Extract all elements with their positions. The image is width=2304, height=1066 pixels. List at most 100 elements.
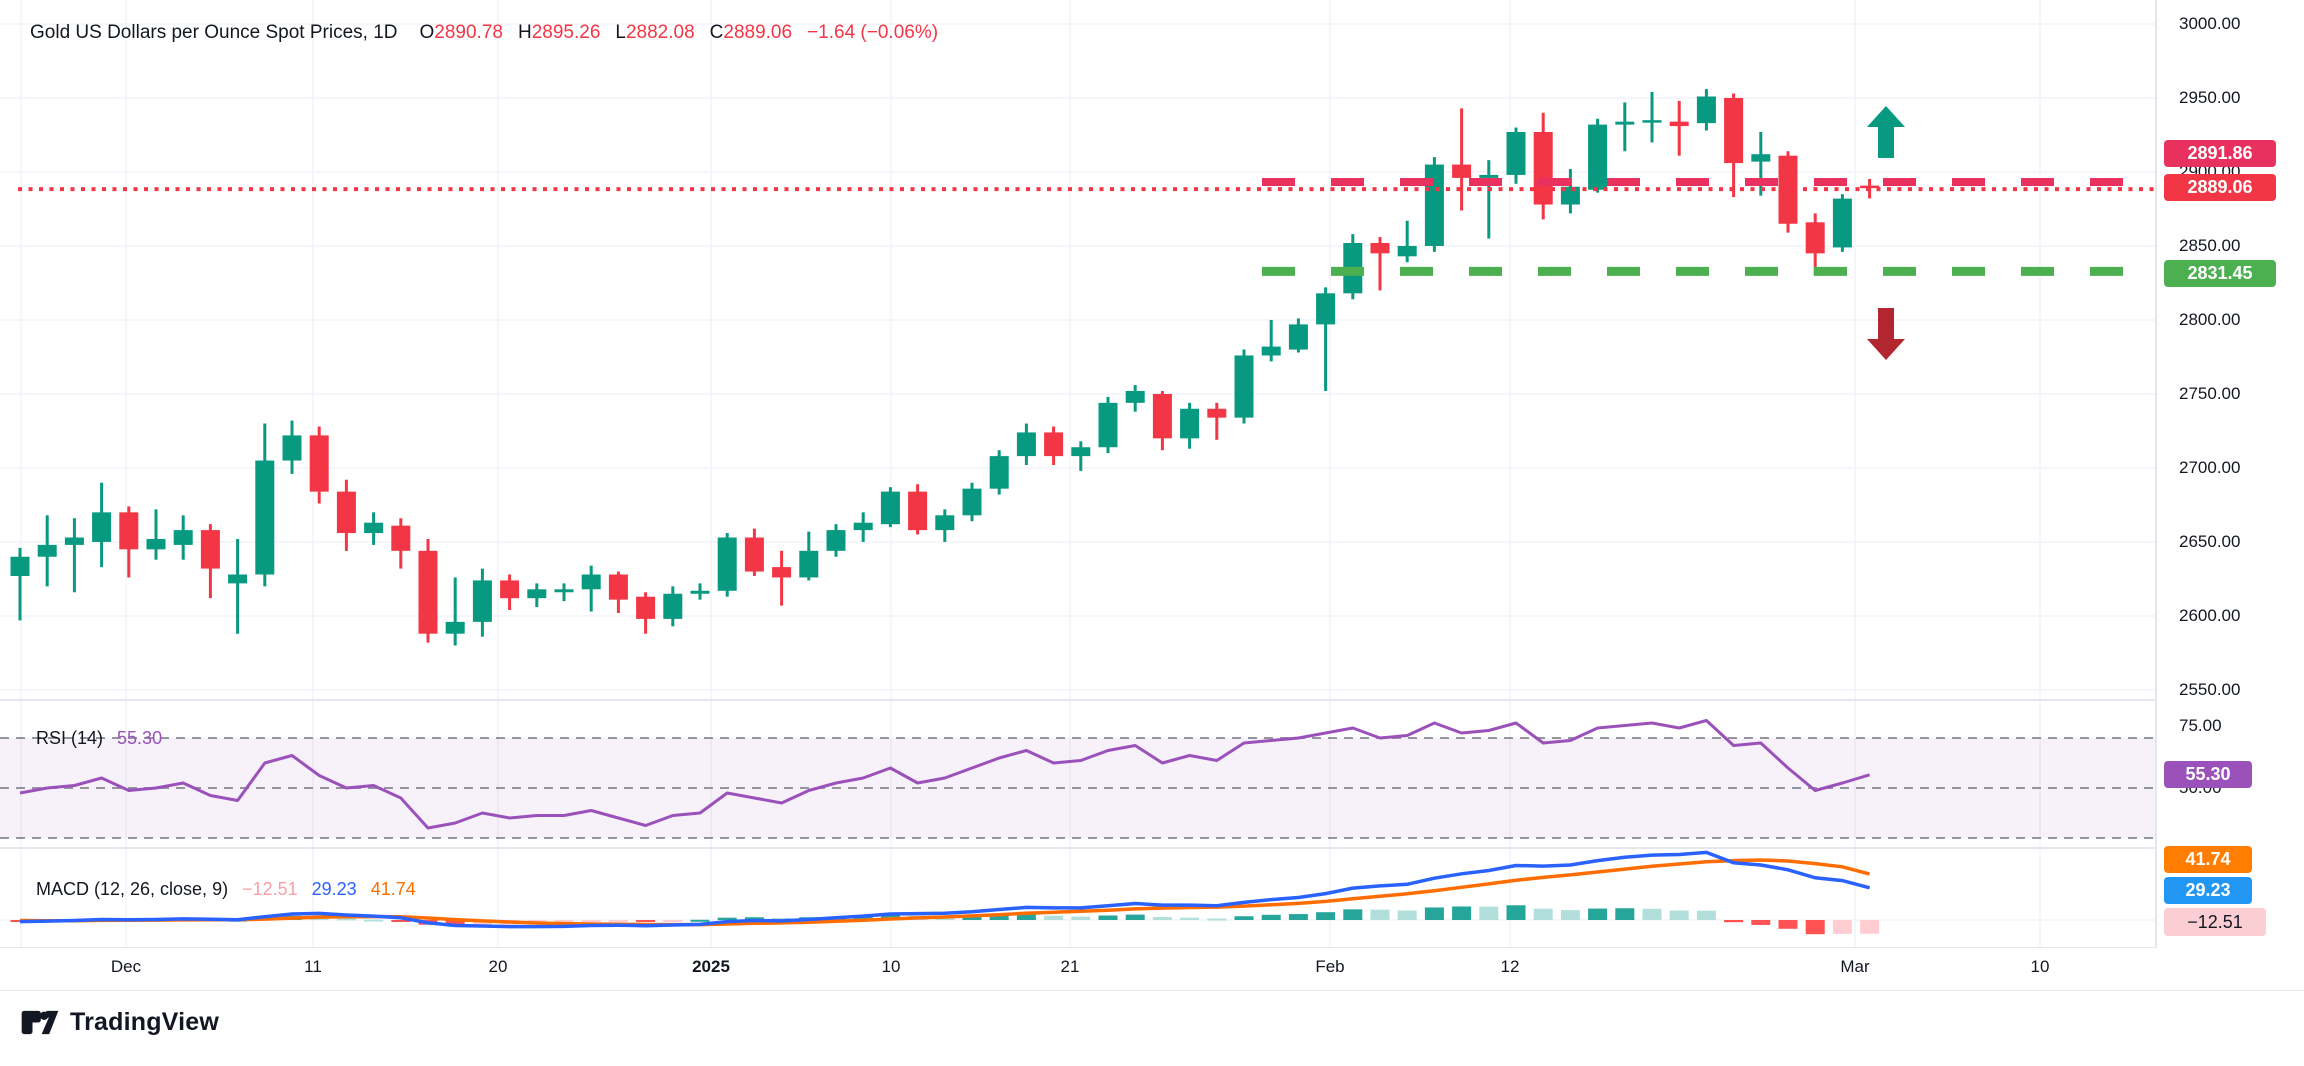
candle[interactable] [500, 580, 520, 599]
candle[interactable] [1560, 186, 1580, 205]
close-pair: C2889.06 [710, 22, 792, 44]
candle[interactable] [581, 574, 601, 590]
candle[interactable] [1234, 355, 1254, 418]
candle[interactable] [1588, 124, 1608, 190]
rsi-legend[interactable]: RSI (14) 55.30 [36, 728, 162, 749]
candle[interactable] [663, 593, 683, 619]
macd-signal-line[interactable] [19, 858, 1871, 927]
candle[interactable] [554, 589, 574, 593]
time-tick-label: 10 [881, 957, 901, 976]
candle[interactable] [1479, 174, 1499, 178]
candle[interactable] [336, 491, 356, 534]
arrow-down-icon[interactable] [1867, 308, 1905, 360]
price-levels[interactable] [18, 178, 2156, 276]
macd-line-value: 29.23 [311, 879, 357, 899]
candlestick-series[interactable] [10, 89, 1880, 646]
close-value: 2889.06 [723, 22, 793, 43]
candle[interactable] [880, 491, 900, 525]
candle[interactable] [391, 525, 411, 551]
candle[interactable] [37, 544, 57, 557]
price-tick-label: 2750.00 [2179, 383, 2241, 403]
candle[interactable] [527, 589, 547, 599]
candle[interactable] [1180, 408, 1200, 439]
candle[interactable] [935, 515, 955, 531]
support-price-badge: 2831.45 [2164, 260, 2276, 287]
candle[interactable] [228, 574, 248, 584]
candle[interactable] [608, 574, 628, 600]
candle[interactable] [64, 537, 84, 545]
candle[interactable] [92, 512, 112, 542]
candle[interactable] [1397, 245, 1417, 257]
candle[interactable] [173, 530, 193, 545]
candle[interactable] [119, 512, 139, 550]
macd-line[interactable] [19, 850, 1871, 929]
candle[interactable] [1424, 164, 1444, 246]
candle[interactable] [853, 522, 873, 531]
candle[interactable] [690, 590, 710, 594]
rsi-line[interactable] [19, 719, 1871, 830]
candle[interactable] [1125, 390, 1145, 403]
candle[interactable] [826, 530, 846, 551]
candle[interactable] [772, 567, 792, 578]
candle[interactable] [309, 435, 329, 492]
candle[interactable] [1207, 408, 1227, 418]
price-tick-label: 2600.00 [2179, 605, 2241, 625]
candle[interactable] [200, 530, 220, 569]
rsi-band [0, 737, 2156, 839]
candle[interactable] [717, 537, 737, 591]
candle[interactable] [1778, 155, 1798, 224]
price-tick-label: 2700.00 [2179, 457, 2241, 477]
arrow-up-icon[interactable] [1867, 106, 1905, 158]
candle[interactable] [1261, 346, 1281, 356]
candle[interactable] [962, 488, 982, 516]
symbol-title: Gold US Dollars per Ounce Spot Prices, 1… [30, 22, 398, 43]
candle[interactable] [908, 491, 928, 531]
open-value: 2890.78 [434, 22, 503, 43]
candle[interactable] [799, 550, 819, 578]
price-tick-label: 2950.00 [2179, 87, 2241, 107]
time-tick-label: Dec [110, 957, 142, 976]
candle[interactable] [472, 580, 492, 622]
brand-name: TradingView [70, 1008, 220, 1036]
time-tick-label: 10 [2030, 957, 2050, 976]
candle[interactable] [1696, 96, 1716, 124]
candle[interactable] [1071, 447, 1091, 457]
candle[interactable] [636, 596, 656, 619]
open-pair: O2890.78 [420, 22, 503, 44]
candle[interactable] [1098, 402, 1118, 448]
candle[interactable] [282, 435, 302, 461]
macd-legend[interactable]: MACD (12, 26, close, 9) −12.51 29.23 41.… [36, 879, 416, 900]
candle[interactable] [1288, 324, 1308, 350]
tradingview-attribution[interactable]: TradingView [20, 1008, 219, 1037]
time-tick-label: Feb [1315, 957, 1345, 976]
candle[interactable] [1016, 432, 1036, 457]
candle[interactable] [1832, 198, 1852, 248]
candle[interactable] [1152, 393, 1172, 439]
candle[interactable] [744, 537, 764, 572]
candle[interactable] [1533, 132, 1553, 205]
candle[interactable] [1506, 132, 1526, 175]
candle[interactable] [1751, 154, 1771, 162]
candle[interactable] [1642, 120, 1662, 123]
candle[interactable] [445, 621, 465, 634]
candle[interactable] [1370, 243, 1390, 254]
candle[interactable] [1805, 222, 1825, 254]
candle[interactable] [255, 460, 275, 575]
candle[interactable] [146, 538, 166, 550]
time-axis[interactable]: Dec 11 20 2025 10 21 Feb 12 Mar 10 [0, 948, 2304, 990]
candle[interactable] [1669, 121, 1689, 127]
candle[interactable] [1044, 432, 1064, 457]
trade-markers[interactable] [1867, 106, 1905, 360]
candle[interactable] [1724, 97, 1744, 164]
candle[interactable] [418, 550, 438, 634]
candle[interactable] [1316, 293, 1336, 325]
candle[interactable] [1452, 164, 1472, 178]
candle[interactable] [1860, 185, 1880, 189]
candle[interactable] [10, 556, 30, 576]
main-legend[interactable]: Gold US Dollars per Ounce Spot Prices, 1… [30, 22, 938, 44]
candle[interactable] [989, 456, 1009, 489]
candle[interactable] [1615, 121, 1635, 125]
time-tick-label: Mar [1840, 957, 1870, 976]
candle[interactable] [364, 522, 384, 534]
